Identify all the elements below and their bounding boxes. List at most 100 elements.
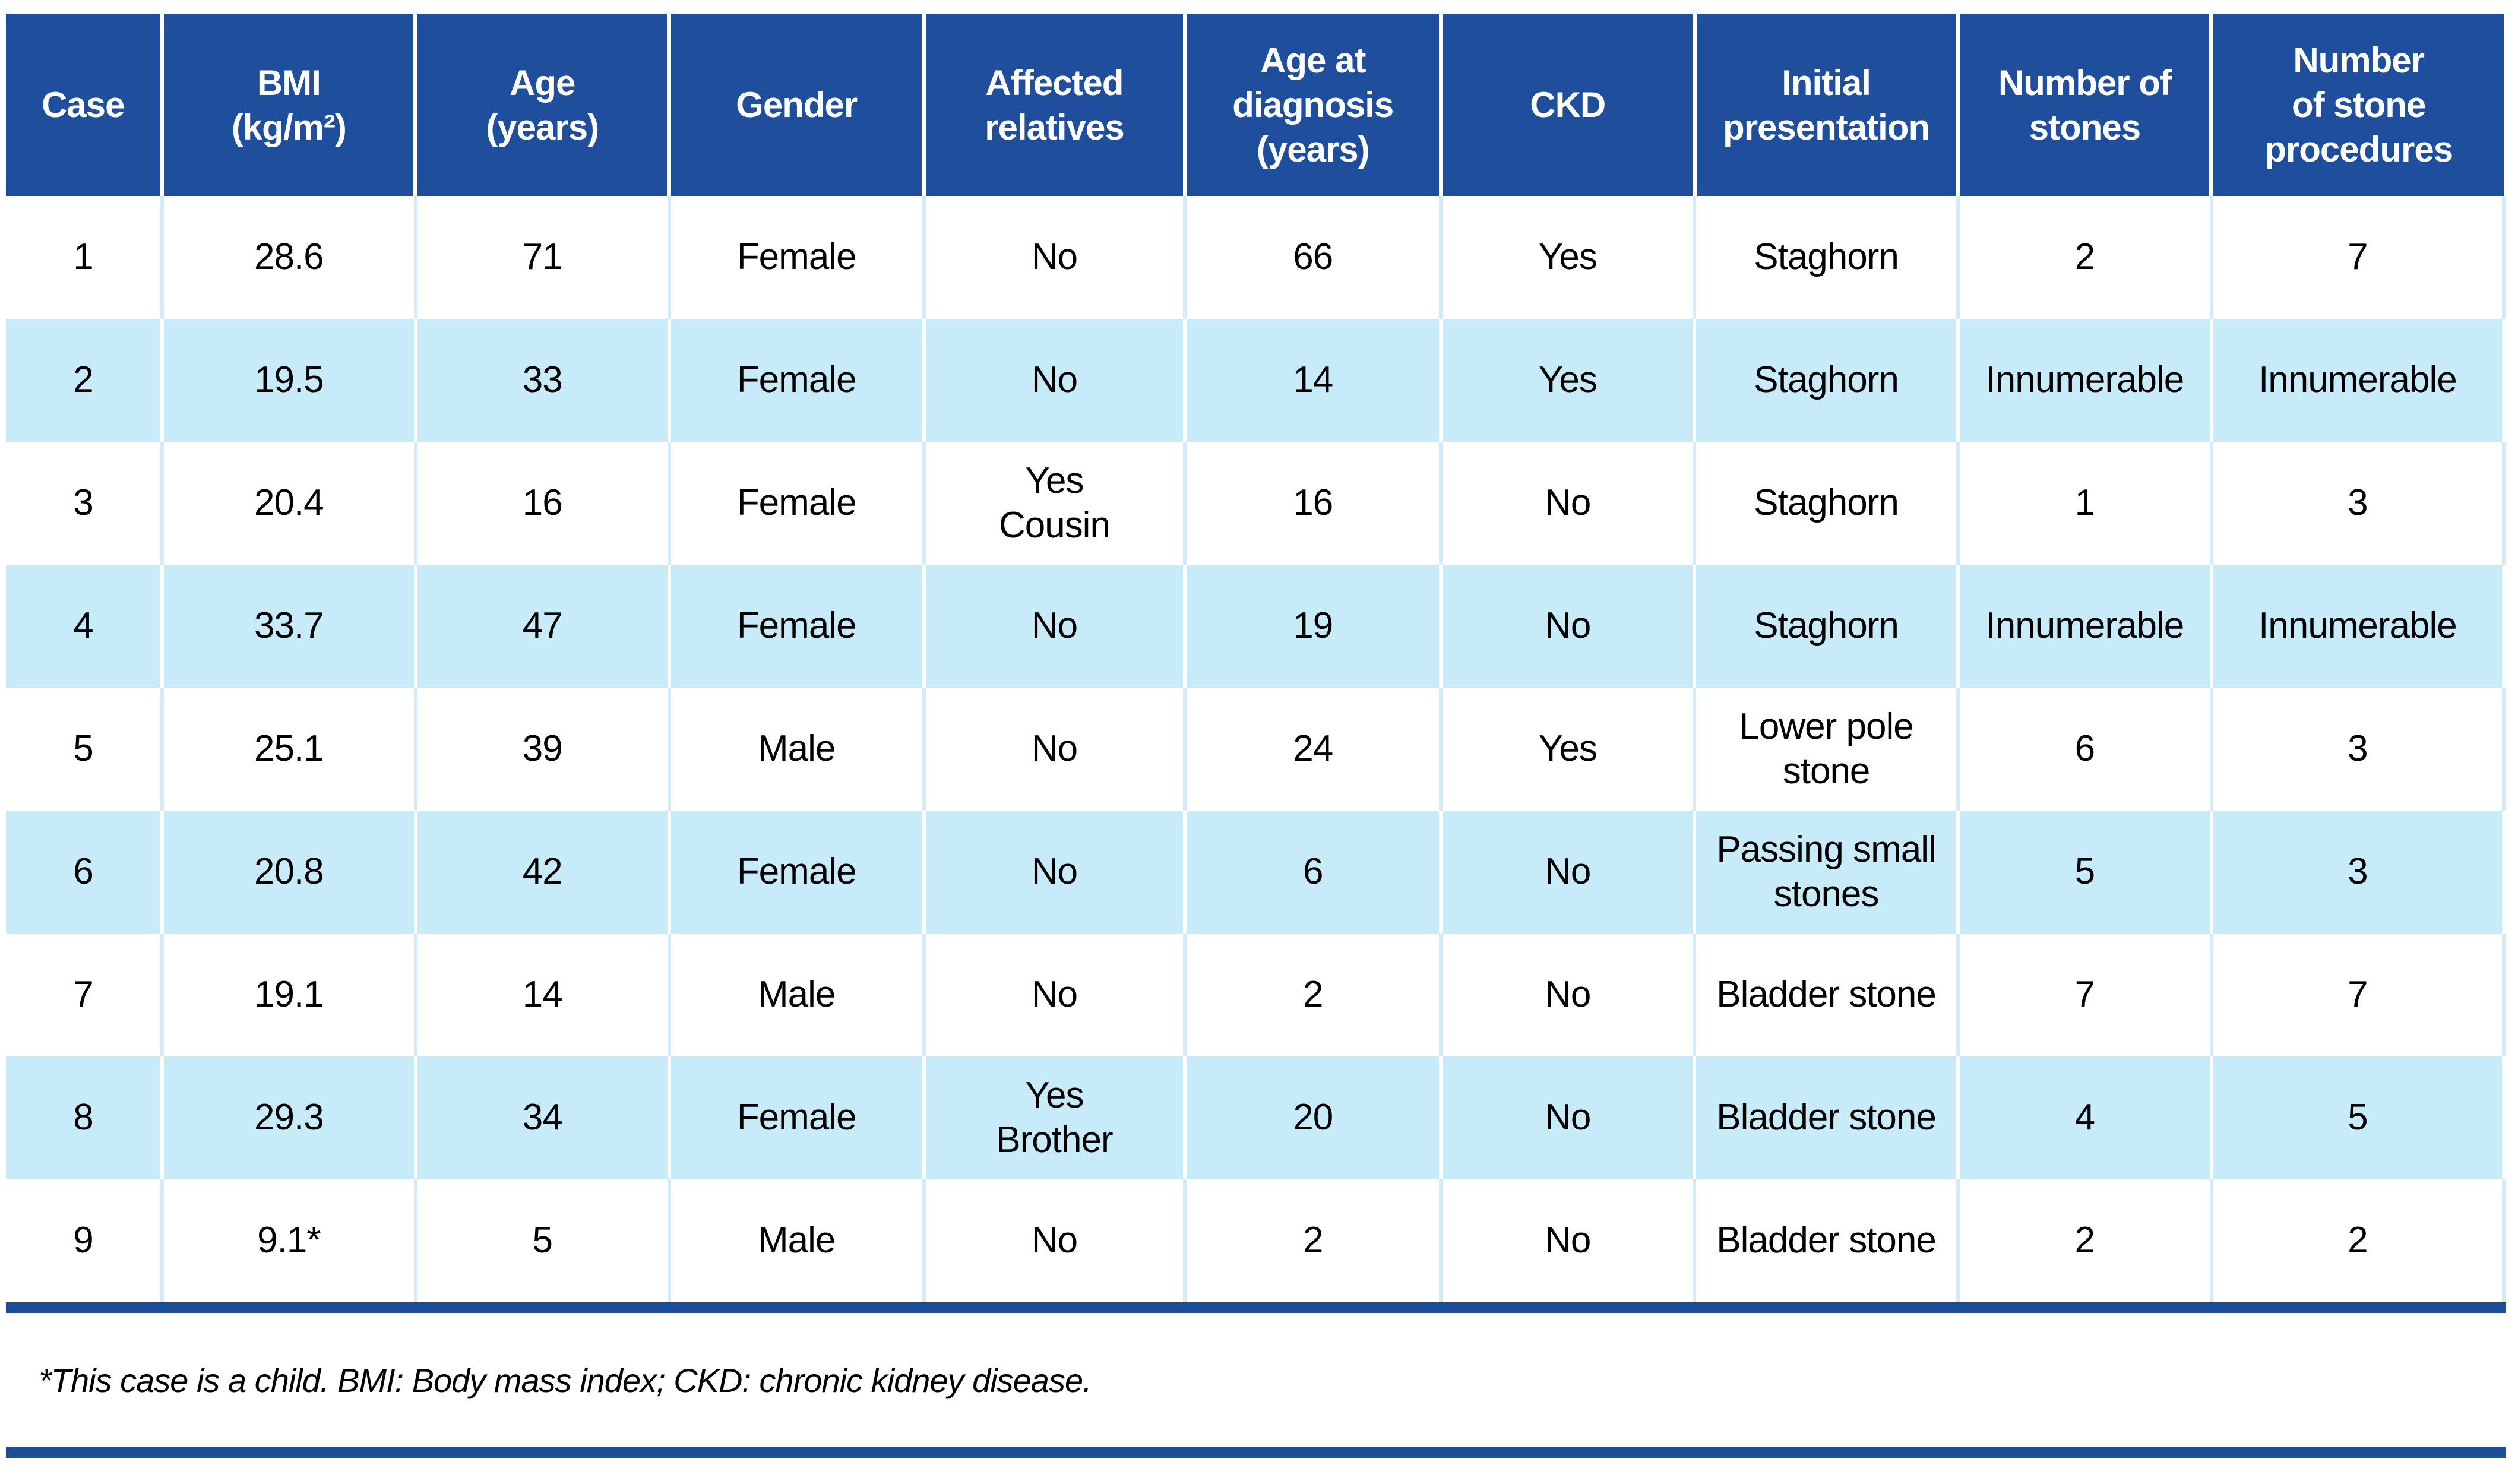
table-cell: Female (669, 811, 926, 934)
column-header-ckd: CKD (1441, 14, 1697, 196)
column-header-bmi: BMI (kg/m²) (162, 14, 418, 196)
table-cell: 20.4 (162, 442, 417, 565)
table-cell: No (1441, 1179, 1697, 1302)
table-cell: Lower pole stone (1694, 688, 1960, 811)
table-cell: No (1441, 811, 1697, 934)
table-cell: 8 (6, 1056, 164, 1179)
table-cell: 25.1 (162, 688, 417, 811)
table-cell: Yes (1441, 319, 1697, 442)
table-row: 3 20.4 16 Female Yes Cousin 16 No Staghorn 1 3 (6, 442, 2506, 565)
table-cell: No (923, 196, 1187, 319)
table-cell: 6 (1957, 688, 2213, 811)
table-cell: Yes Cousin (923, 442, 1187, 565)
column-header-number-of-stone-procedures: Number of stone procedures (2211, 14, 2504, 196)
table-cell: 39 (415, 688, 671, 811)
table-cell: Female (669, 1056, 926, 1179)
table-row: 1 28.6 71 Female No 66 Yes Staghorn 2 7 (6, 196, 2506, 319)
table-row: 6 20.8 42 Female No 6 No Passing small stones 5 3 (6, 811, 2506, 934)
table-cell: 14 (1185, 319, 1443, 442)
table-cell: 1 (6, 196, 164, 319)
table-body: 1 28.6 71 Female No 66 Yes Staghorn 2 7 2 19.5 33 Fem… (6, 196, 2506, 1302)
table-cell: Staghorn (1694, 442, 1960, 565)
table-cell: Male (669, 934, 926, 1056)
table-cell: Innumerable (1957, 565, 2213, 688)
table-cell: 20.8 (162, 811, 417, 934)
table-cell: 2 (1957, 1179, 2213, 1302)
table-cell: No (1441, 1056, 1697, 1179)
table-row: 2 19.5 33 Female No 14 Yes Staghorn Innumerable I… (6, 319, 2506, 442)
table-cell: Female (669, 319, 926, 442)
table-row: 8 29.3 34 Female Yes Brother 20 No Bladder ston… (6, 1056, 2506, 1179)
table-cell: 2 (2211, 1179, 2506, 1302)
table-cell: 5 (1957, 811, 2213, 934)
table-cell: Innumerable (2211, 565, 2506, 688)
table-cell: 3 (6, 442, 164, 565)
table-cell: 9.1* (162, 1179, 417, 1302)
table-cell: 47 (415, 565, 671, 688)
table-cell: 4 (6, 565, 164, 688)
table-cell: 24 (1185, 688, 1443, 811)
case-table: Case BMI (kg/m²) Age (years) Gender Affe… (6, 14, 2506, 1302)
table-cell: 14 (415, 934, 671, 1056)
table-cell: 6 (6, 811, 164, 934)
footnote: *This case is a child. BMI: Body mass in… (39, 1361, 1092, 1399)
table-cell: Yes Brother (923, 1056, 1187, 1179)
table-cell: 2 (1185, 1179, 1443, 1302)
table-cell: No (1441, 934, 1697, 1056)
table-cell: 3 (2211, 811, 2506, 934)
table-cell: Female (669, 442, 926, 565)
table-cell: 5 (6, 688, 164, 811)
table-cell: 2 (1185, 934, 1443, 1056)
header-row: Case BMI (kg/m²) Age (years) Gender Affe… (6, 14, 2504, 196)
table-cell: No (923, 1179, 1187, 1302)
table-row: 9 9.1* 5 Male No 2 No Bladder stone 2 2 (6, 1179, 2506, 1302)
table-cell: Yes (1441, 196, 1697, 319)
table-cell: 2 (6, 319, 164, 442)
table-cell: 5 (415, 1179, 671, 1302)
table-cell: Bladder stone (1694, 1179, 1960, 1302)
table-cell: Bladder stone (1694, 1056, 1960, 1179)
table-cell: 33 (415, 319, 671, 442)
table-cell: No (1441, 442, 1697, 565)
table-cell: 19.5 (162, 319, 417, 442)
table-row: 5 25.1 39 Male No 24 Yes Lower pole stone 6 3 (6, 688, 2506, 811)
table-row: 4 33.7 47 Female No 19 No Staghorn Innumerable In… (6, 565, 2506, 688)
column-header-case: Case (6, 14, 165, 196)
table-cell: Female (669, 565, 926, 688)
table-cell: Passing small stones (1694, 811, 1960, 934)
table-cell: Yes (1441, 688, 1697, 811)
table-cell: 3 (2211, 688, 2506, 811)
table-cell: 4 (1957, 1056, 2213, 1179)
table-cell: 7 (2211, 196, 2506, 319)
table-cell: 28.6 (162, 196, 417, 319)
table-row: 7 19.1 14 Male No 2 No Bladder stone 7 7 (6, 934, 2506, 1056)
table-cell: 33.7 (162, 565, 417, 688)
table-cell: 7 (1957, 934, 2213, 1056)
table-cell: No (923, 565, 1187, 688)
table-cell: 2 (1957, 196, 2213, 319)
table-cell: 42 (415, 811, 671, 934)
table-cell: 19.1 (162, 934, 417, 1056)
table-cell: 34 (415, 1056, 671, 1179)
column-header-number-of-stones: Number of stones (1957, 14, 2214, 196)
column-header-age: Age (years) (415, 14, 672, 196)
table-cell: 19 (1185, 565, 1443, 688)
table-cell: Male (669, 688, 926, 811)
column-header-affected-relatives: Affected relatives (923, 14, 1187, 196)
rule-bottom (6, 1447, 2506, 1458)
table-cell: 7 (2211, 934, 2506, 1056)
table-cell: Bladder stone (1694, 934, 1960, 1056)
table-cell: No (923, 934, 1187, 1056)
table-cell: Staghorn (1694, 196, 1960, 319)
column-header-initial-presentation: Initial presentation (1694, 14, 1960, 196)
table-cell: Male (669, 1179, 926, 1302)
table-cell: No (923, 688, 1187, 811)
table-cell: 71 (415, 196, 671, 319)
table-cell: Staghorn (1694, 319, 1960, 442)
table-cell: Innumerable (2211, 319, 2506, 442)
table-cell: 29.3 (162, 1056, 417, 1179)
table-cell: 1 (1957, 442, 2213, 565)
table-cell: No (923, 811, 1187, 934)
table-cell: No (1441, 565, 1697, 688)
